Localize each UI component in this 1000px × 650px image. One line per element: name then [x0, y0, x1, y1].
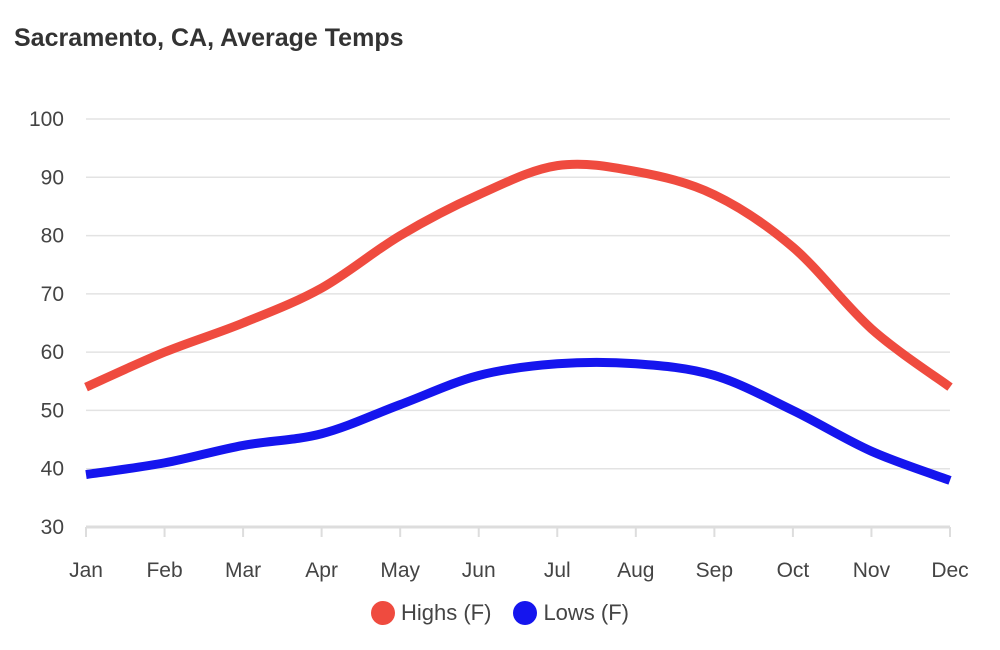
y-tick-label: 40: [41, 458, 64, 481]
x-tick-label: Jul: [544, 559, 571, 582]
grid-lines: [86, 118, 950, 470]
chart-title: Sacramento, CA, Average Temps: [14, 24, 404, 52]
x-tick-label: Dec: [931, 559, 968, 582]
x-tick-label: Apr: [305, 559, 338, 582]
x-tick-label: May: [380, 559, 420, 582]
x-tick-label: Sep: [696, 559, 733, 582]
x-axis-tick-labels: Jan Feb Mar Apr May Jun Jul Aug Sep Oct Nov Dec: [69, 559, 969, 582]
legend-swatch-lows: [513, 601, 538, 625]
y-tick-label: 70: [41, 283, 64, 306]
x-tick-label: Jan: [69, 559, 103, 582]
legend-label-highs: Highs (F): [400, 600, 492, 625]
series-lines: [84, 159, 953, 485]
x-tick-label: Feb: [146, 559, 182, 582]
x-tick-label: Jun: [462, 559, 496, 582]
series-line-highs: [84, 159, 953, 392]
series-line-lows: [85, 357, 952, 485]
y-tick-label: 60: [41, 341, 64, 364]
x-tick-label: Mar: [225, 559, 261, 582]
y-tick-label: 50: [41, 399, 64, 422]
x-tick-label: Oct: [777, 559, 810, 582]
y-tick-label: 90: [41, 166, 64, 189]
legend-label-lows: Lows (F): [543, 600, 629, 625]
legend-swatch-highs: [370, 601, 395, 625]
x-tick-label: Aug: [617, 559, 654, 582]
legend: Highs (F) Lows (F): [0, 600, 1000, 626]
y-tick-label: 30: [41, 516, 64, 539]
x-tick-label: Nov: [853, 559, 891, 582]
y-axis-tick-labels: 30 40 50 60 70 80 90 100: [29, 108, 64, 539]
y-tick-label: 80: [41, 225, 64, 248]
legend-item-highs[interactable]: Highs (F): [370, 600, 492, 626]
legend-item-lows[interactable]: Lows (F): [513, 600, 629, 626]
x-axis: [85, 525, 951, 537]
y-tick-label: 100: [29, 108, 64, 131]
